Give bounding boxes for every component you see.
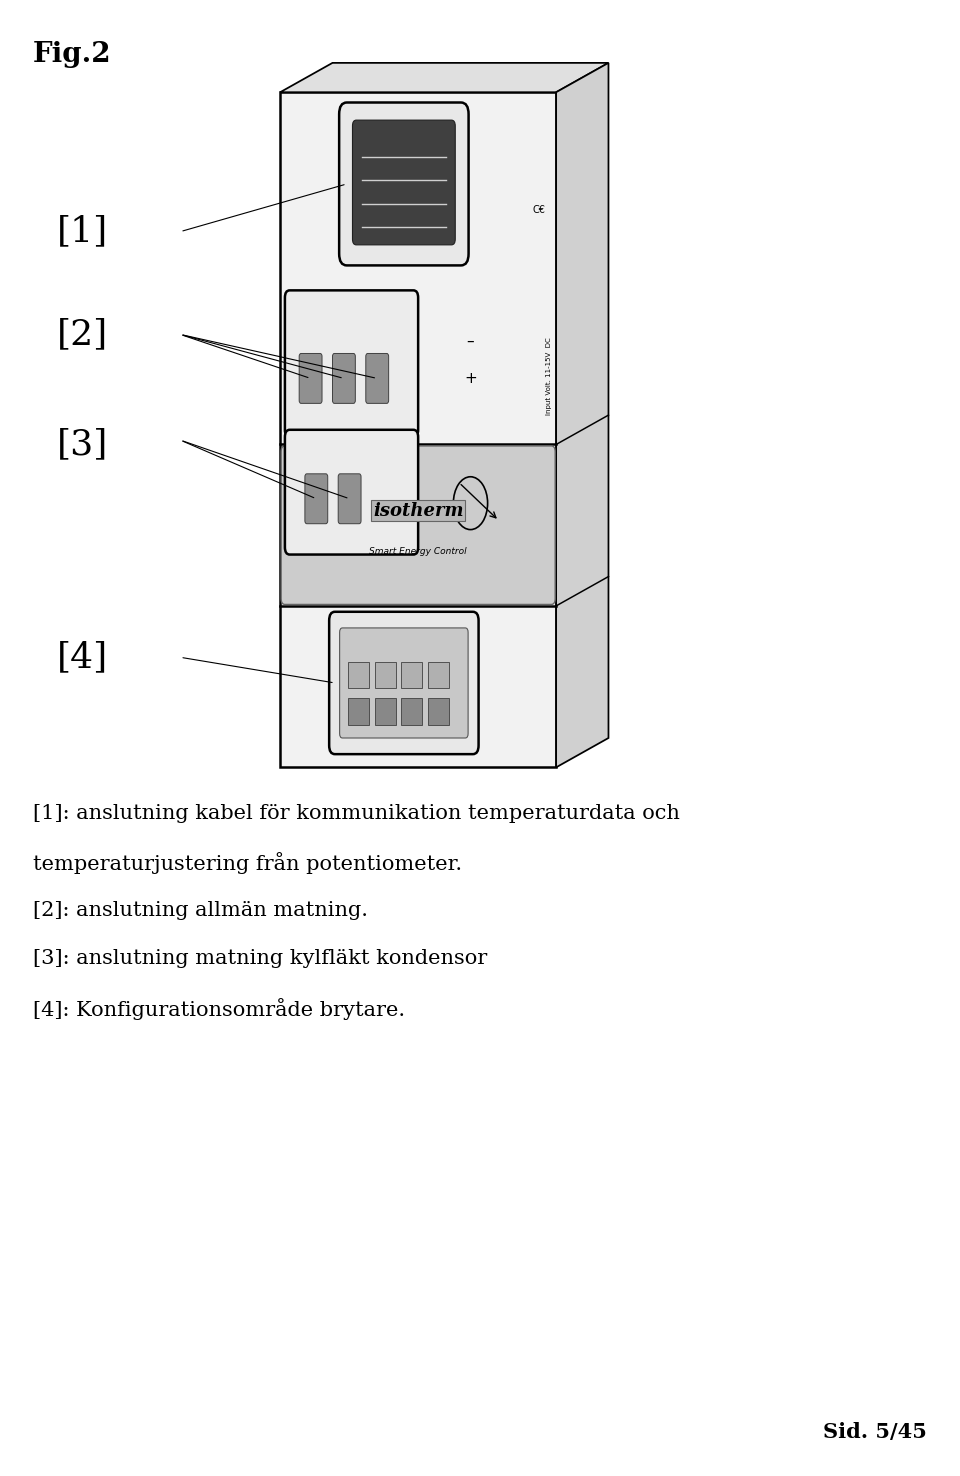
FancyBboxPatch shape [332, 353, 355, 403]
FancyBboxPatch shape [348, 661, 370, 688]
FancyBboxPatch shape [339, 102, 468, 266]
Text: Smart Energy Control: Smart Energy Control [370, 548, 467, 556]
FancyBboxPatch shape [305, 474, 327, 524]
Text: isotherm: isotherm [372, 502, 464, 520]
Polygon shape [556, 63, 609, 768]
FancyBboxPatch shape [401, 661, 422, 688]
FancyBboxPatch shape [281, 446, 555, 605]
Text: [2]: anslutning allmän matning.: [2]: anslutning allmän matning. [33, 900, 368, 920]
Text: Sid. 5/45: Sid. 5/45 [824, 1423, 927, 1442]
FancyBboxPatch shape [285, 430, 419, 555]
Text: Input Volt. 11-15V  DC: Input Volt. 11-15V DC [545, 338, 551, 415]
Text: +: + [464, 370, 477, 385]
FancyBboxPatch shape [352, 120, 455, 245]
FancyBboxPatch shape [366, 353, 389, 403]
Text: [3]: [3] [57, 428, 108, 462]
Text: C€: C€ [533, 205, 545, 214]
Text: [1]: anslutning kabel för kommunikation temperaturdata och: [1]: anslutning kabel för kommunikation … [33, 804, 680, 824]
FancyBboxPatch shape [401, 698, 422, 725]
Text: temperaturjustering från potentiometer.: temperaturjustering från potentiometer. [33, 853, 462, 874]
FancyBboxPatch shape [428, 698, 449, 725]
FancyBboxPatch shape [374, 661, 396, 688]
Text: [1]: [1] [57, 214, 108, 248]
FancyBboxPatch shape [285, 291, 419, 437]
FancyBboxPatch shape [338, 474, 361, 524]
Text: –: – [467, 334, 474, 350]
Text: [4]: Konfigurationsområde brytare.: [4]: Konfigurationsområde brytare. [33, 998, 405, 1020]
FancyBboxPatch shape [374, 698, 396, 725]
FancyBboxPatch shape [340, 627, 468, 738]
FancyBboxPatch shape [300, 353, 322, 403]
Text: [2]: [2] [57, 317, 108, 351]
Text: [4]: [4] [57, 641, 108, 675]
FancyBboxPatch shape [428, 661, 449, 688]
Polygon shape [280, 92, 556, 768]
FancyBboxPatch shape [348, 698, 370, 725]
Text: Fig.2: Fig.2 [33, 41, 111, 68]
FancyBboxPatch shape [329, 611, 479, 754]
Text: [3]: anslutning matning kylfläkt kondensor: [3]: anslutning matning kylfläkt kondens… [33, 949, 487, 968]
Polygon shape [280, 63, 609, 92]
